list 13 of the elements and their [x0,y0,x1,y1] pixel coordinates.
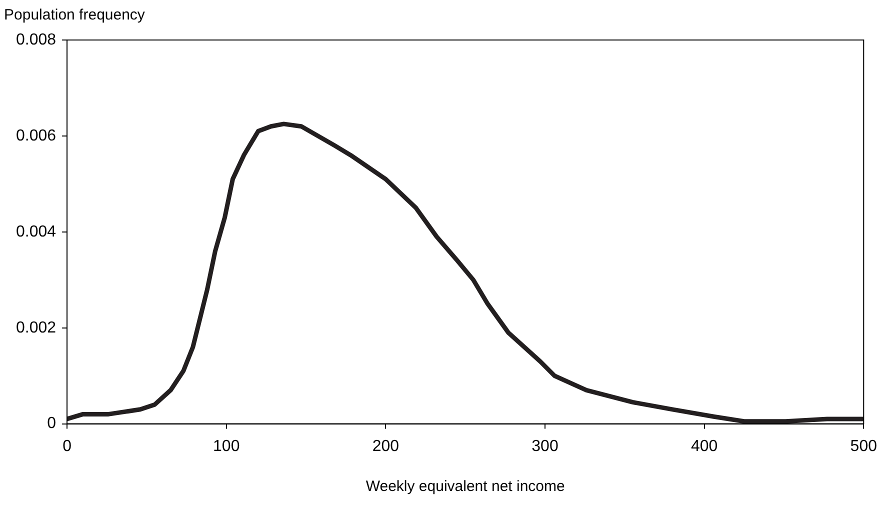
x-tick-label: 500 [850,438,878,455]
x-tick-label: 300 [532,438,558,455]
y-tick-label: 0.002 [16,319,56,336]
y-tick-label: 0.008 [16,31,56,48]
x-tick-label: 400 [690,438,718,455]
y-tick-label: 0 [47,415,56,432]
y-axis-title: Population frequency [4,6,146,24]
x-axis-title: Weekly equivalent net income [366,478,565,496]
y-tick-label: 0.004 [16,223,56,240]
y-tick-label: 0.006 [16,127,56,144]
x-tick-label: 100 [213,438,240,455]
x-tick-label: 200 [372,438,400,455]
x-tick-label: 0 [62,438,72,455]
